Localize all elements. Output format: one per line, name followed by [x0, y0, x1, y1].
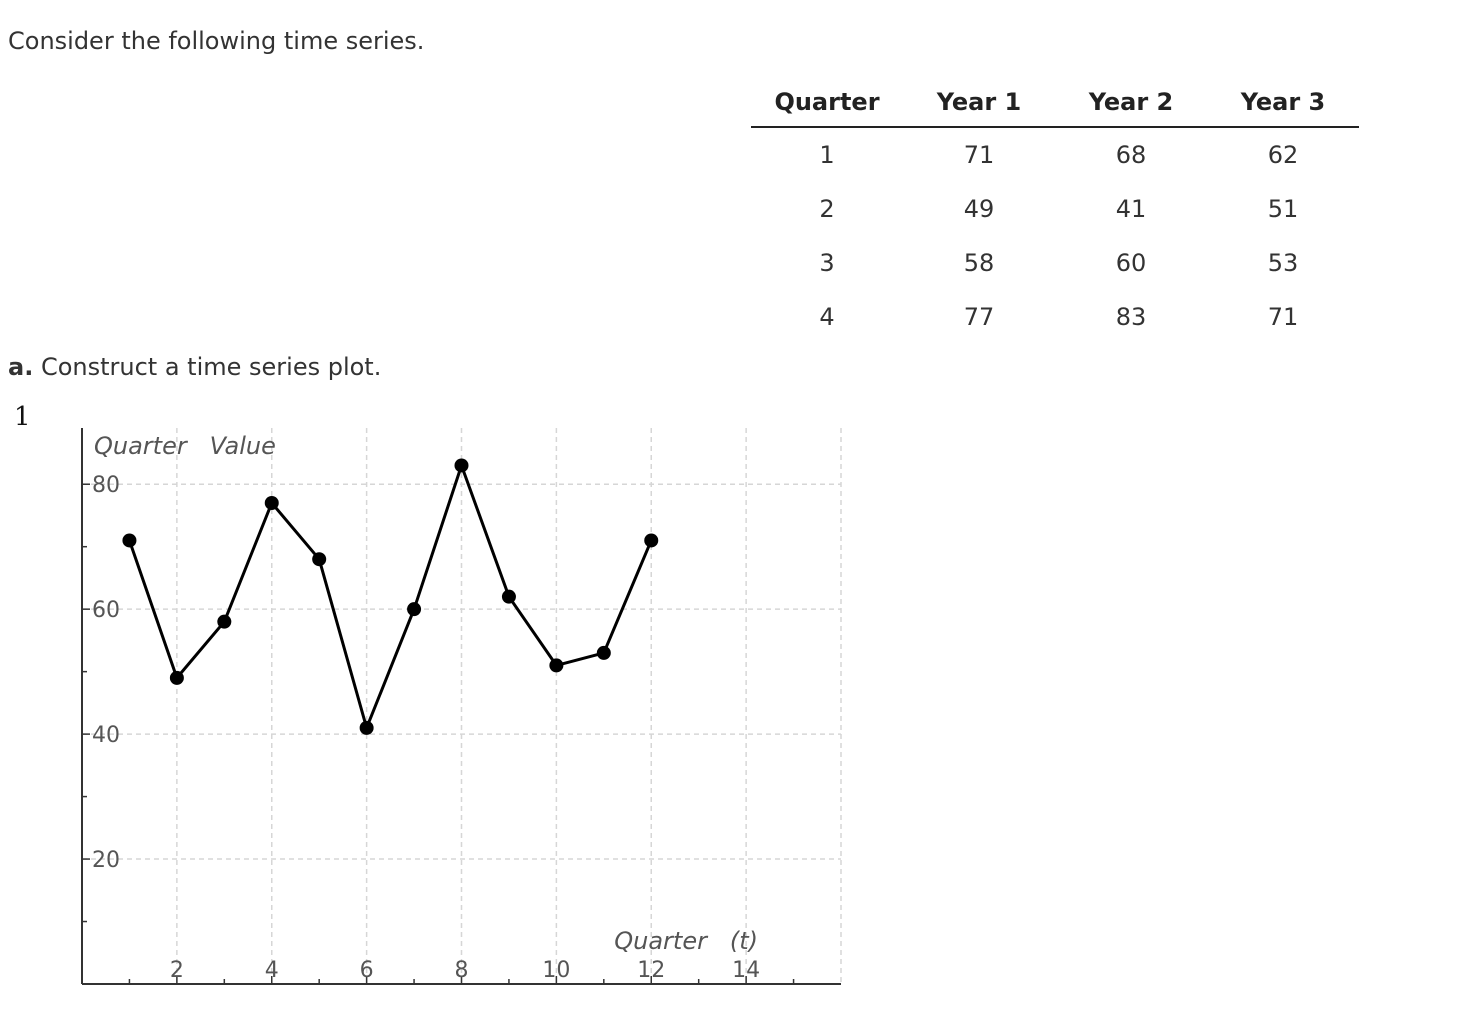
header-quarter: Quarter — [751, 78, 903, 128]
part-a-label: a. — [8, 353, 34, 381]
table-row: 2 49 41 51 — [751, 182, 1359, 236]
header-year-1: Year 1 — [903, 78, 1055, 128]
plot-labels: Quarter Value Quarter (t) — [94, 432, 758, 955]
data-point — [501, 589, 516, 604]
table-row: 3 58 60 53 — [751, 236, 1359, 290]
data-point — [122, 533, 137, 548]
table-cell: 71 — [1267, 303, 1299, 331]
data-point — [169, 670, 184, 685]
table-cell: 41 — [1115, 195, 1147, 223]
x-tick-label: 6 — [360, 958, 374, 983]
data-point — [407, 602, 422, 617]
table-cell: 58 — [963, 249, 995, 277]
x-axis-label: Quarter (t) — [614, 927, 758, 955]
data-point — [312, 552, 327, 567]
table-row: 1 71 68 62 — [751, 127, 1359, 182]
part-a-prompt: a. Construct a time series plot. — [8, 353, 381, 381]
table-cell: 51 — [1267, 195, 1299, 223]
table-row: 4 77 83 71 — [751, 290, 1359, 344]
table-cell: 2 — [819, 195, 835, 223]
time-series-table: Quarter Year 1 Year 2 Year 3 1 71 68 62 … — [751, 78, 1359, 344]
item-number: 1 — [14, 402, 31, 432]
table-cell: 53 — [1267, 249, 1299, 277]
header-year-2: Year 2 — [1055, 78, 1207, 128]
data-point — [549, 658, 564, 673]
x-tick-label: 10 — [542, 958, 570, 983]
part-a-text: Construct a time series plot. — [40, 353, 382, 381]
y-tick-label: 60 — [92, 598, 120, 623]
plot-grid — [82, 428, 842, 984]
table-cell: 83 — [1115, 303, 1147, 331]
series-line — [128, 463, 653, 730]
table-cell: 4 — [819, 303, 835, 331]
x-tick-label: 12 — [637, 958, 665, 983]
data-point — [644, 533, 659, 548]
x-tick-label: 14 — [732, 958, 760, 983]
table-cell: 77 — [963, 303, 995, 331]
table-cell: 71 — [963, 141, 995, 169]
plot-axes — [81, 428, 841, 985]
table-cell: 49 — [963, 195, 995, 223]
data-point — [596, 645, 611, 660]
header-year-3: Year 3 — [1207, 78, 1359, 128]
y-tick-label: 80 — [92, 473, 120, 498]
data-point — [359, 720, 374, 735]
table-cell: 62 — [1267, 141, 1299, 169]
x-tick-label: 4 — [265, 958, 279, 983]
plot-ticks: 20 40 60 80 2 4 6 8 10 12 14 — [82, 473, 795, 984]
data-point — [264, 495, 279, 510]
table-cell: 60 — [1115, 249, 1147, 277]
intro-text: Consider the following time series. — [8, 27, 425, 55]
table-header-row: Quarter Year 1 Year 2 Year 3 — [751, 78, 1359, 128]
table-cell: 68 — [1115, 141, 1147, 169]
table-cell: 3 — [819, 249, 835, 277]
y-tick-label: 40 — [92, 723, 120, 748]
y-tick-label: 20 — [92, 848, 120, 873]
data-point — [454, 458, 469, 473]
plot-series — [122, 458, 659, 735]
y-axis-label: Quarter Value — [94, 432, 276, 460]
x-tick-label: 8 — [455, 958, 469, 983]
x-tick-label: 2 — [170, 958, 184, 983]
data-point — [217, 614, 232, 629]
table-cell: 1 — [819, 141, 835, 169]
